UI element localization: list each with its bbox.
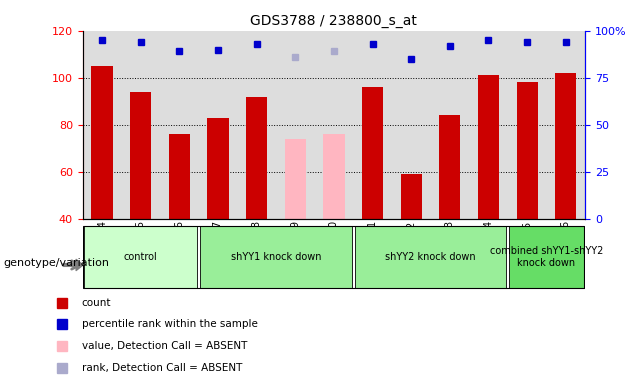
Text: value, Detection Call = ABSENT: value, Detection Call = ABSENT	[81, 341, 247, 351]
Text: percentile rank within the sample: percentile rank within the sample	[81, 319, 258, 329]
FancyBboxPatch shape	[509, 226, 584, 288]
Text: control: control	[124, 252, 158, 262]
Bar	[478, 75, 499, 219]
Text: rank, Detection Call = ABSENT: rank, Detection Call = ABSENT	[81, 362, 242, 372]
Bar	[246, 97, 267, 219]
Bar	[323, 134, 345, 219]
Bar	[362, 87, 383, 219]
Text: combined shYY1-shYY2
knock down: combined shYY1-shYY2 knock down	[490, 247, 603, 268]
FancyBboxPatch shape	[200, 226, 352, 288]
Bar	[555, 73, 576, 219]
FancyBboxPatch shape	[355, 226, 506, 288]
Text: shYY2 knock down: shYY2 knock down	[385, 252, 476, 262]
Text: genotype/variation: genotype/variation	[3, 258, 109, 268]
Bar	[439, 115, 460, 219]
Bar	[285, 139, 306, 219]
Text: count: count	[81, 298, 111, 308]
Text: shYY1 knock down: shYY1 knock down	[231, 252, 321, 262]
FancyBboxPatch shape	[84, 226, 197, 288]
Bar	[401, 174, 422, 219]
Title: GDS3788 / 238800_s_at: GDS3788 / 238800_s_at	[251, 14, 417, 28]
Bar	[516, 83, 538, 219]
Bar	[207, 118, 228, 219]
Bar	[130, 92, 151, 219]
Bar	[92, 66, 113, 219]
Bar	[169, 134, 190, 219]
